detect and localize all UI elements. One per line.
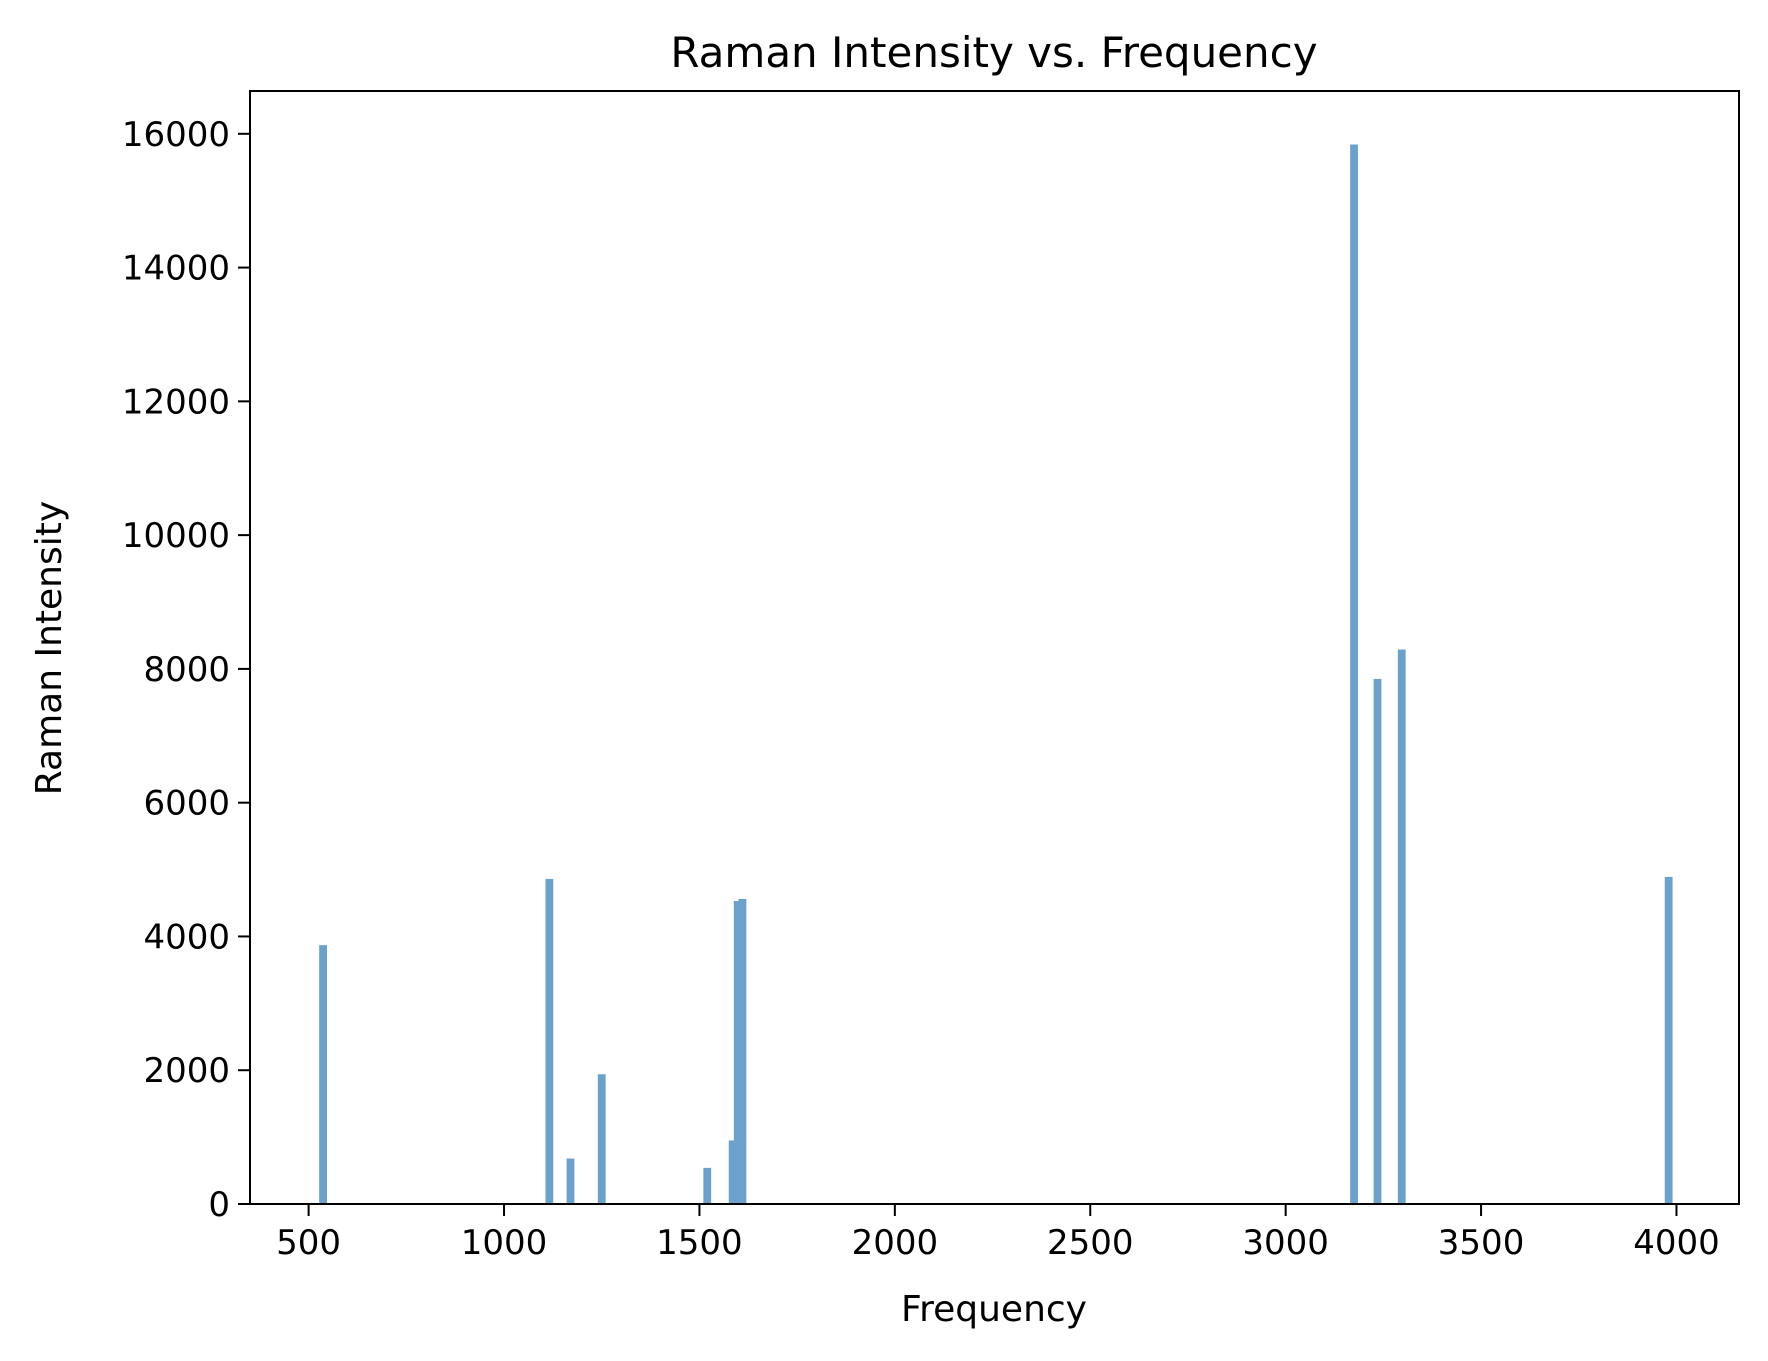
- x-tick-label-1500: 1500: [656, 1223, 743, 1263]
- y-tick-label-4000: 4000: [143, 917, 230, 957]
- plot-frame: [249, 90, 1740, 1205]
- y-tick-label-12000: 12000: [122, 382, 230, 422]
- bar-6: [733, 901, 742, 1204]
- bar-8: [1350, 144, 1358, 1204]
- bar-4: [703, 1167, 712, 1204]
- x-tick-label-500: 500: [276, 1223, 341, 1263]
- bar-10: [1397, 649, 1406, 1204]
- x-tick-label-3500: 3500: [1438, 1223, 1525, 1263]
- bars-group: [319, 144, 1673, 1204]
- bar-9: [1373, 678, 1382, 1204]
- y-axis-ticks: 0 2000 4000 6000 8000 10000 12000 14000 16000: [122, 115, 250, 1225]
- bar-5: [728, 1140, 737, 1204]
- y-tick-label-16000: 16000: [122, 115, 230, 155]
- bar-2: [566, 1158, 575, 1204]
- bar-0: [319, 945, 327, 1204]
- x-tick-label-2500: 2500: [1047, 1223, 1134, 1263]
- y-tick-label-2000: 2000: [143, 1051, 230, 1091]
- bar-11: [1664, 876, 1673, 1204]
- x-tick-label-1000: 1000: [461, 1223, 548, 1263]
- x-axis-label: Frequency: [901, 1289, 1087, 1330]
- y-tick-label-6000: 6000: [143, 784, 230, 824]
- bar-1: [545, 878, 554, 1204]
- bar-3: [597, 1074, 606, 1204]
- bar-7: [738, 899, 747, 1204]
- y-tick-label-8000: 8000: [143, 650, 230, 690]
- y-tick-label-10000: 10000: [122, 516, 230, 556]
- x-tick-label-4000: 4000: [1633, 1223, 1720, 1263]
- x-tick-label-2000: 2000: [852, 1223, 939, 1263]
- y-axis-label: Raman Intensity: [29, 501, 70, 795]
- x-tick-label-3000: 3000: [1242, 1223, 1329, 1263]
- chart-title: Raman Intensity vs. Frequency: [670, 28, 1317, 77]
- y-tick-label-0: 0: [208, 1185, 230, 1225]
- y-tick-label-14000: 14000: [122, 249, 230, 289]
- x-axis-ticks: 500 1000 1500 2000 2500 3000 3500 4000: [276, 1204, 1720, 1263]
